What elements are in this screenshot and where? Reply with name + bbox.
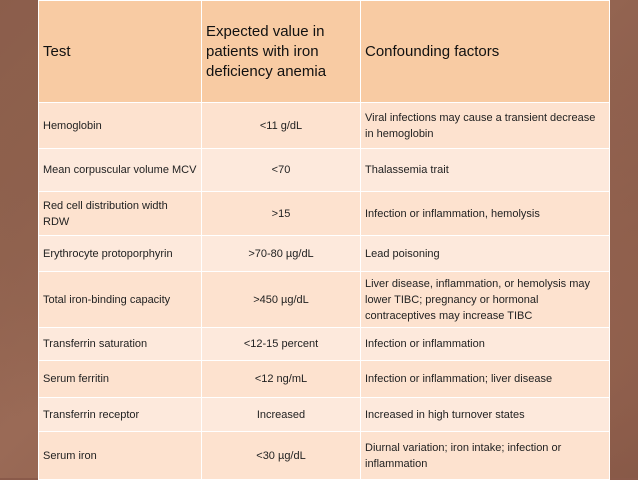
table-row: Transferrin receptor Increased Increased…	[38, 397, 610, 432]
cell-value: <12 ng/mL	[201, 360, 361, 398]
cell-confounding: Increased in high turnover states	[360, 397, 610, 432]
cell-test: Total iron-binding capacity	[38, 271, 202, 328]
cell-value: Increased	[201, 397, 361, 432]
cell-test: Transferrin receptor	[38, 397, 202, 432]
cell-confounding: Liver disease, inflammation, or hemolysi…	[360, 271, 610, 328]
cell-confounding: Lead poisoning	[360, 235, 610, 272]
table-header-row: Test Expected value in patients with iro…	[38, 0, 610, 103]
cell-value: >15	[201, 191, 361, 236]
cell-test: Mean corpuscular volume MCV	[38, 148, 202, 192]
cell-confounding: Infection or inflammation, hemolysis	[360, 191, 610, 236]
cell-test: Serum iron	[38, 431, 202, 480]
cell-value: >70-80 µg/dL	[201, 235, 361, 272]
cell-test: Serum ferritin	[38, 360, 202, 398]
header-confounding-factors: Confounding factors	[360, 0, 610, 103]
cell-test: Transferrin saturation	[38, 327, 202, 361]
iron-tests-table: Test Expected value in patients with iro…	[38, 0, 610, 480]
cell-confounding: Infection or inflammation	[360, 327, 610, 361]
table-row: Total iron-binding capacity >450 µg/dL L…	[38, 271, 610, 328]
cell-confounding: Thalassemia trait	[360, 148, 610, 192]
cell-test: Red cell distribution width RDW	[38, 191, 202, 236]
table-row: Transferrin saturation <12-15 percent In…	[38, 327, 610, 361]
table-row: Serum ferritin <12 ng/mL Infection or in…	[38, 360, 610, 398]
header-expected-value: Expected value in patients with iron def…	[201, 0, 361, 103]
cell-confounding: Infection or inflammation; liver disease	[360, 360, 610, 398]
cell-confounding: Diurnal variation; iron intake; infectio…	[360, 431, 610, 480]
cell-value: <30 µg/dL	[201, 431, 361, 480]
header-test: Test	[38, 0, 202, 103]
cell-test: Hemoglobin	[38, 102, 202, 149]
cell-value: <11 g/dL	[201, 102, 361, 149]
cell-value: >450 µg/dL	[201, 271, 361, 328]
table-row: Serum iron <30 µg/dL Diurnal variation; …	[38, 431, 610, 480]
cell-value: <12-15 percent	[201, 327, 361, 361]
cell-confounding: Viral infections may cause a transient d…	[360, 102, 610, 149]
cell-test: Erythrocyte protoporphyrin	[38, 235, 202, 272]
table-row: Hemoglobin <11 g/dL Viral infections may…	[38, 102, 610, 149]
table-row: Red cell distribution width RDW >15 Infe…	[38, 191, 610, 236]
cell-value: <70	[201, 148, 361, 192]
table-row: Erythrocyte protoporphyrin >70-80 µg/dL …	[38, 235, 610, 272]
table-row: Mean corpuscular volume MCV <70 Thalasse…	[38, 148, 610, 192]
